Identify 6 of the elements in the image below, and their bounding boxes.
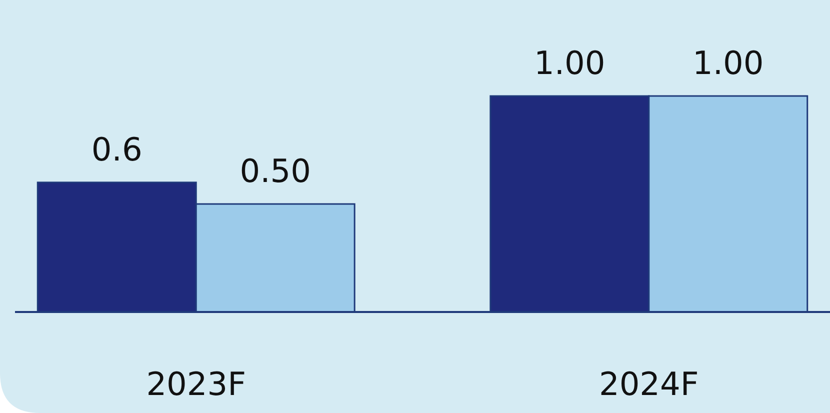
x-tick-label: 2023F [146, 365, 246, 403]
data-label: 0.50 [240, 152, 311, 190]
data-label: 0.6 [91, 130, 142, 168]
data-label: 1.00 [534, 44, 606, 82]
x-tick-label: 2024F [598, 365, 699, 403]
data-label: 1.00 [692, 44, 764, 82]
